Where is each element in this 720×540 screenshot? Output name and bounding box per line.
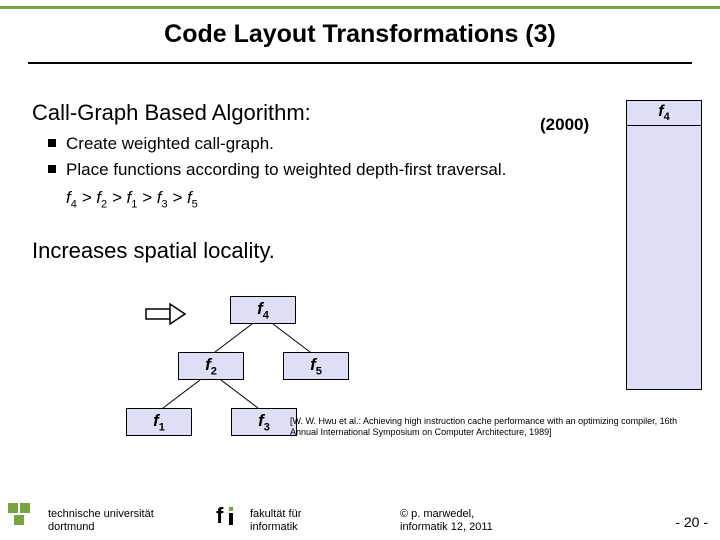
tree-node-f4: f4 [230, 296, 296, 324]
slide-title: Code Layout Transformations (3) [0, 20, 720, 49]
bullet-text: Place functions according to weighted de… [66, 158, 506, 182]
footer-copyright: © p. marwedel,informatik 12, 2011 [400, 508, 493, 534]
bullet-list: Create weighted call-graph. Place functi… [48, 132, 506, 212]
bullet-icon [48, 139, 56, 147]
memcell-sub: 4 [664, 111, 670, 123]
heading-algorithm: Call-Graph Based Algorithm: [32, 100, 311, 126]
footer-page-number: - 20 - [675, 514, 708, 530]
tree-node-f5: f5 [283, 352, 349, 380]
bullet-icon [48, 165, 56, 173]
tu-logo-icon [8, 499, 44, 536]
arrow-icon [145, 303, 187, 330]
svg-text:f: f [216, 503, 224, 528]
ordering-text: f4 > f2 > f1 > f3 > f5 [66, 186, 506, 213]
top-rule [0, 6, 720, 9]
tree-node-f3: f3 [231, 408, 297, 436]
fi-logo-icon: f [216, 501, 246, 536]
citation-text: [W. W. Hwu et al.: Achieving high instru… [290, 416, 702, 438]
tree-edges [0, 0, 720, 540]
bullet-text: Create weighted call-graph. [66, 132, 274, 156]
year-label: (2000) [540, 115, 589, 135]
footer-faculty: fakultät fürinformatik [250, 508, 301, 534]
footer: technische universitätdortmund f fakultä… [0, 498, 720, 540]
footer-university: technische universitätdortmund [48, 508, 154, 534]
tree-node-f1: f1 [126, 408, 192, 436]
memory-column [626, 100, 702, 390]
bullet-item: Create weighted call-graph. [48, 132, 506, 156]
heading-locality: Increases spatial locality. [32, 238, 275, 264]
memory-cell-f4: f4 [626, 100, 702, 126]
tree-node-f2: f2 [178, 352, 244, 380]
title-rule [28, 62, 692, 64]
bullet-item: Place functions according to weighted de… [48, 158, 506, 182]
